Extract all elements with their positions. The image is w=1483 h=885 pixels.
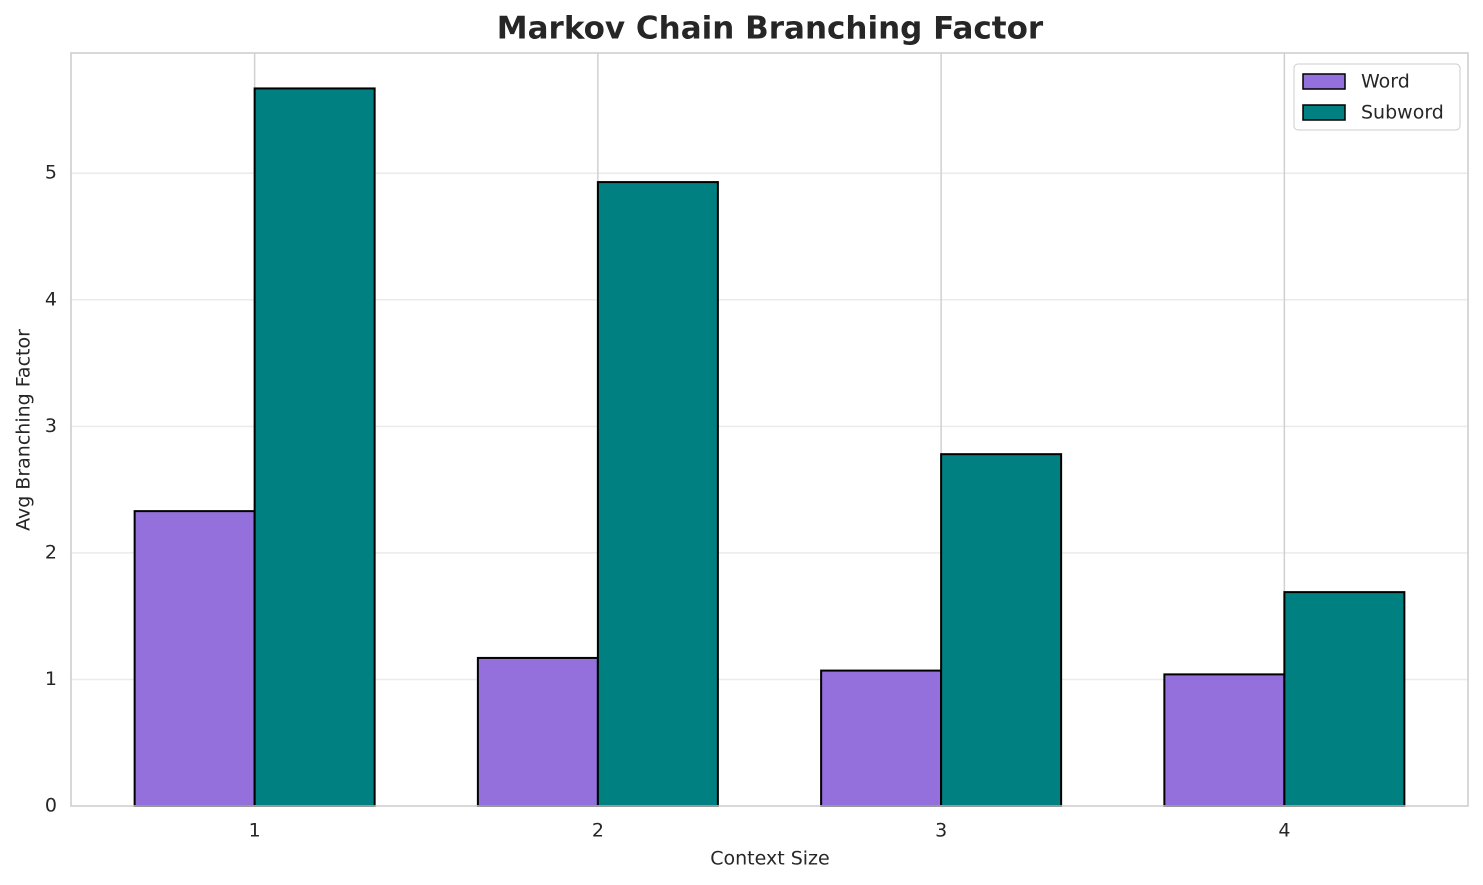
y-tick-label: 2 xyxy=(45,541,57,563)
bar xyxy=(1163,673,1286,807)
bar xyxy=(253,87,376,807)
bar xyxy=(133,510,256,807)
y-tick-label: 1 xyxy=(45,668,57,690)
bar xyxy=(596,181,719,808)
plot-frame xyxy=(70,52,1469,807)
x-tick-label: 3 xyxy=(935,820,947,842)
legend-swatch xyxy=(1302,73,1346,90)
bar xyxy=(820,669,943,807)
y-tick-label: 4 xyxy=(45,288,57,310)
bar xyxy=(476,656,599,807)
y-tick-label: 3 xyxy=(45,415,57,437)
y-tick-label: 5 xyxy=(45,162,57,184)
x-axis-label: Context Size xyxy=(710,848,829,870)
bar xyxy=(940,453,1063,807)
bar xyxy=(1283,591,1406,807)
x-tick-label: 2 xyxy=(592,820,604,842)
legend-swatch xyxy=(1302,104,1346,121)
y-tick-label: 0 xyxy=(45,795,57,817)
y-axis-label: Avg Branching Factor xyxy=(13,329,35,531)
legend-label: Word xyxy=(1361,71,1410,93)
x-tick-label: 1 xyxy=(249,820,261,842)
chart-title: Markov Chain Branching Factor xyxy=(497,11,1044,47)
legend-label: Subword xyxy=(1361,102,1444,124)
x-tick-label: 4 xyxy=(1278,820,1290,842)
